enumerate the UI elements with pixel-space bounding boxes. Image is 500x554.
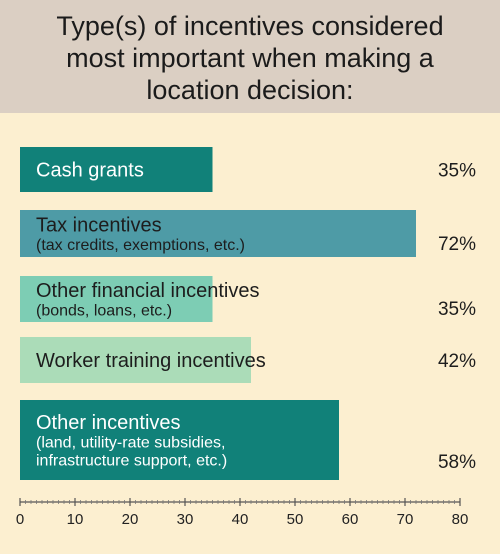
- x-tick-label: 30: [177, 511, 194, 528]
- bar: [20, 337, 251, 383]
- bar-label: Cash grants: [36, 159, 144, 181]
- value-label: 35%: [438, 161, 476, 182]
- bar-label: Worker training incentives: [36, 350, 266, 372]
- chart-title: Type(s) of incentives considered most im…: [56, 11, 444, 105]
- x-tick-label: 20: [122, 511, 139, 528]
- x-tick-label: 80: [452, 511, 469, 528]
- chart-header: Type(s) of incentives considered most im…: [0, 0, 500, 113]
- bar-label: (land, utility-rate subsidies,: [36, 435, 225, 452]
- x-tick-label: 10: [67, 511, 84, 528]
- bar: [20, 276, 213, 322]
- value-label: 72%: [438, 234, 476, 255]
- bar: [20, 210, 416, 257]
- value-label: 42%: [438, 351, 476, 372]
- bar-label: Tax incentives: [36, 214, 162, 236]
- x-tick-label: 0: [16, 511, 24, 528]
- x-tick-label: 70: [397, 511, 414, 528]
- x-tick-label: 60: [342, 511, 359, 528]
- bar: [20, 147, 213, 192]
- x-tick-label: 50: [287, 511, 304, 528]
- bar: [20, 400, 339, 480]
- value-label: 35%: [438, 299, 476, 320]
- value-label: 58%: [438, 452, 476, 473]
- bar-label: Other financial incentives: [36, 280, 259, 302]
- bar-label: infrastructure support, etc.): [36, 453, 227, 470]
- bar-label: (tax credits, exemptions, etc.): [36, 237, 245, 254]
- x-tick-label: 40: [232, 511, 249, 528]
- bar-label: (bonds, loans, etc.): [36, 303, 172, 320]
- bar-label: Other incentives: [36, 412, 181, 434]
